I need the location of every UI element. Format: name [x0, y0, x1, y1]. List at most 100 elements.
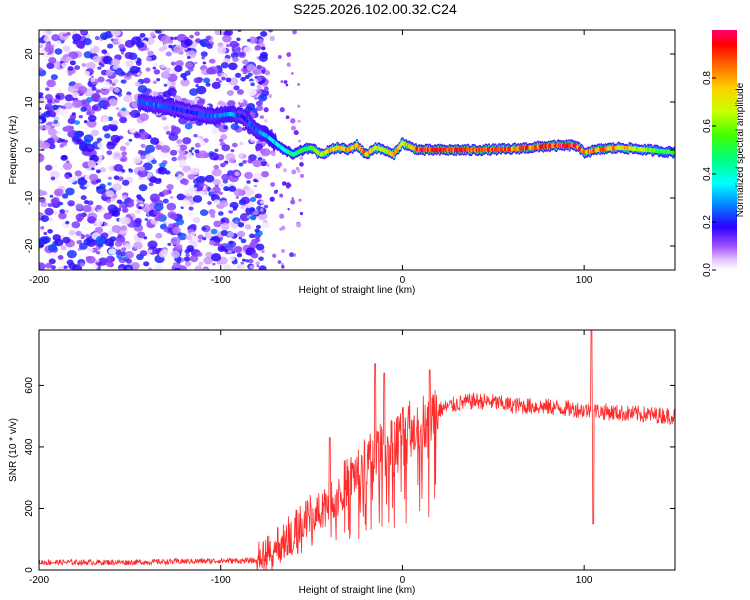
noise-cell — [95, 259, 100, 263]
noise-cell — [64, 125, 73, 133]
noise-cell — [61, 62, 68, 68]
noise-cell — [296, 222, 302, 228]
noise-cell — [211, 81, 221, 90]
noise-cell — [138, 206, 142, 210]
noise-cell — [188, 67, 194, 72]
noise-cell — [259, 208, 264, 212]
noise-cell — [239, 141, 244, 146]
noise-cell — [111, 82, 116, 86]
noise-cell — [201, 56, 206, 60]
noise-cell — [258, 54, 268, 62]
noise-cell — [51, 265, 56, 270]
noise-cell — [168, 223, 174, 229]
noise-cell — [136, 61, 142, 66]
noise-cell — [99, 183, 106, 189]
y-tick-label: -20 — [24, 238, 35, 253]
noise-cell — [229, 240, 234, 245]
noise-cell — [119, 145, 127, 152]
noise-cell — [235, 196, 240, 199]
noise-cell — [214, 30, 222, 36]
noise-cell — [165, 170, 171, 175]
noise-cell — [130, 199, 135, 203]
noise-cell — [221, 218, 226, 222]
noise-cell — [248, 36, 258, 44]
noise-cell — [255, 143, 263, 150]
noise-cell — [152, 66, 157, 70]
noise-cell — [245, 259, 249, 263]
noise-cell — [201, 226, 207, 231]
noise-cell — [240, 76, 246, 82]
noise-cell — [226, 231, 235, 238]
noise-cell — [286, 184, 290, 189]
noise-cell — [170, 126, 181, 135]
noise-cell — [168, 132, 179, 141]
noise-cell — [139, 113, 149, 121]
noise-cell — [153, 91, 158, 96]
noise-cell — [269, 196, 275, 202]
noise-cell — [124, 39, 135, 48]
noise-cell — [170, 214, 178, 220]
noise-cell — [207, 201, 212, 205]
noise-cell — [54, 98, 60, 104]
noise-cell — [47, 244, 58, 252]
noise-cell — [291, 72, 294, 75]
noise-cell — [40, 226, 45, 230]
noise-cell — [253, 96, 259, 100]
x-tick-label: -100 — [211, 275, 231, 286]
noise-cell — [214, 148, 219, 153]
noise-cell — [174, 65, 183, 72]
noise-cell — [226, 43, 231, 48]
noise-cell — [107, 124, 113, 129]
noise-cell — [228, 158, 236, 164]
noise-cell — [264, 86, 269, 92]
noise-cell — [165, 130, 171, 135]
noise-cell — [247, 158, 254, 164]
noise-cell — [74, 170, 83, 177]
noise-cell — [260, 46, 266, 51]
noise-cell — [176, 244, 183, 250]
noise-cell — [58, 212, 67, 220]
noise-cell — [87, 114, 97, 122]
noise-cell — [150, 137, 160, 145]
noise-cell — [281, 181, 287, 186]
noise-cell — [71, 112, 76, 116]
noise-cell — [235, 220, 239, 224]
noise-cell — [94, 166, 99, 170]
noise-cell — [160, 64, 166, 69]
noise-cell — [155, 144, 163, 151]
noise-cell — [112, 183, 122, 191]
noise-cell — [110, 134, 121, 143]
noise-cell — [186, 56, 191, 59]
noise-cell — [112, 156, 117, 160]
noise-cell — [140, 155, 146, 160]
noise-cell — [99, 251, 106, 256]
noise-cell — [79, 262, 85, 267]
noise-cell — [244, 171, 253, 180]
noise-cell — [228, 62, 238, 71]
colorbar-ticks: 0.0 0.2 0.4 0.6 0.8 — [702, 71, 716, 277]
noise-cell — [239, 212, 250, 222]
noise-cell — [94, 36, 100, 41]
noise-cell — [68, 176, 76, 183]
noise-cell — [134, 112, 141, 118]
noise-cell — [220, 230, 229, 237]
noise-cell — [45, 87, 50, 91]
noise-cell — [289, 252, 294, 258]
noise-cell — [64, 102, 73, 110]
noise-cell — [108, 242, 115, 247]
noise-cell — [212, 262, 216, 266]
noise-cell — [291, 197, 295, 201]
noise-cell — [176, 218, 185, 226]
colorbar-label: Normalized spectral amplitude — [735, 82, 746, 217]
noise-cell — [256, 64, 262, 70]
snr-plot-area — [39, 330, 675, 570]
noise-cell — [76, 239, 83, 245]
noise-cell — [94, 226, 104, 234]
noise-cell — [91, 264, 99, 270]
noise-cell — [208, 240, 216, 246]
noise-cell — [117, 38, 124, 44]
noise-cell — [226, 90, 234, 96]
noise-cell — [61, 193, 69, 199]
noise-cell — [261, 211, 264, 214]
